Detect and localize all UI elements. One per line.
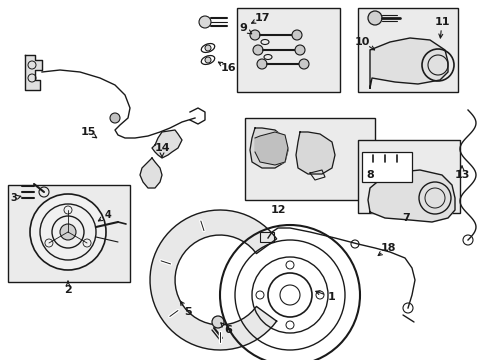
Circle shape <box>249 30 260 40</box>
Circle shape <box>291 30 302 40</box>
Circle shape <box>367 11 381 25</box>
Text: 15: 15 <box>80 127 96 137</box>
Text: 2: 2 <box>64 285 72 295</box>
Bar <box>357 140 459 213</box>
Bar <box>361 152 411 182</box>
Bar <box>260 232 273 242</box>
Text: 12: 12 <box>270 205 285 215</box>
Circle shape <box>110 113 120 123</box>
Circle shape <box>298 59 308 69</box>
Text: 14: 14 <box>154 143 169 153</box>
Text: 18: 18 <box>380 243 395 253</box>
Text: 9: 9 <box>239 23 246 33</box>
Circle shape <box>379 162 389 172</box>
Text: 3: 3 <box>11 193 18 203</box>
Circle shape <box>60 224 76 240</box>
Text: 7: 7 <box>401 213 409 223</box>
Circle shape <box>367 162 377 172</box>
Circle shape <box>294 45 305 55</box>
Circle shape <box>391 162 401 172</box>
Circle shape <box>204 45 210 51</box>
Polygon shape <box>249 128 287 168</box>
Text: 4: 4 <box>104 210 111 220</box>
Text: 1: 1 <box>327 292 335 302</box>
Bar <box>357 8 457 92</box>
Text: 8: 8 <box>366 170 373 180</box>
Polygon shape <box>150 210 276 350</box>
Polygon shape <box>25 55 42 90</box>
Polygon shape <box>369 38 447 88</box>
Circle shape <box>212 316 224 328</box>
Text: 13: 13 <box>453 170 469 180</box>
Polygon shape <box>140 158 162 188</box>
Circle shape <box>30 194 106 270</box>
Polygon shape <box>367 170 454 222</box>
Text: 16: 16 <box>220 63 235 73</box>
Text: 17: 17 <box>254 13 269 23</box>
Bar <box>8 185 130 282</box>
Polygon shape <box>152 130 182 158</box>
Text: 10: 10 <box>354 37 369 47</box>
Circle shape <box>199 16 210 28</box>
Text: 6: 6 <box>224 325 231 335</box>
Circle shape <box>257 59 266 69</box>
Text: 5: 5 <box>184 307 191 317</box>
Bar <box>237 8 339 92</box>
Polygon shape <box>254 132 287 165</box>
Circle shape <box>204 57 210 63</box>
Polygon shape <box>295 132 334 174</box>
Bar <box>244 118 374 200</box>
Text: 11: 11 <box>433 17 449 27</box>
Circle shape <box>252 45 263 55</box>
